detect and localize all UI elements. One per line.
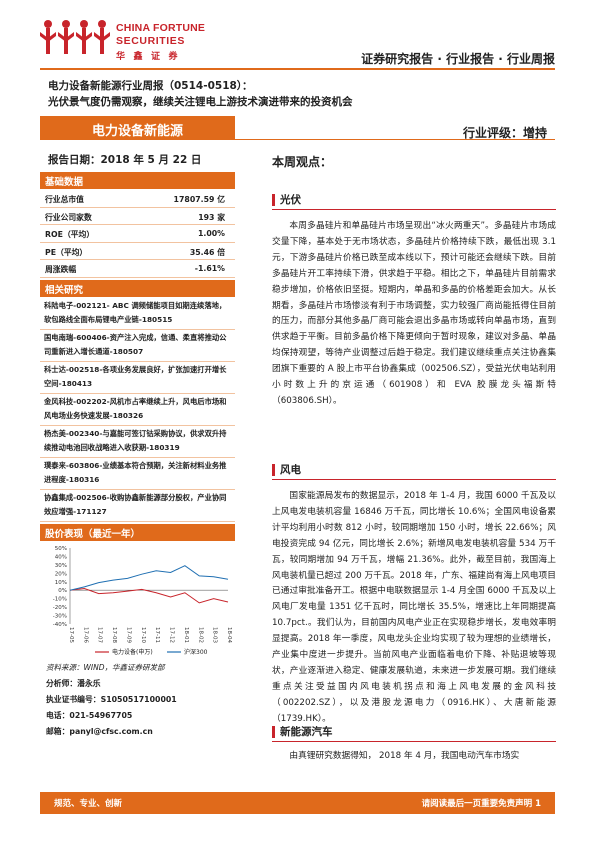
section-title: 新能源汽车 [280,726,333,738]
x-tick-label: 17-09 [125,627,131,643]
section-marker-icon [272,464,275,476]
table-row: 周涨跌幅 -1.61% [40,260,235,278]
row-label: 行业总市值 [45,195,84,204]
analyst-name: 分析师：潘永乐 [46,679,101,688]
x-tick-label: 17-07 [97,627,103,643]
legend-label-0: 电力设备(申万) [112,648,153,656]
y-tick-label: 40% [55,554,67,560]
weekly-view-title: 本周观点： [272,155,333,169]
logo-text-en-1: CHINA FORTUNE [116,22,206,34]
basic-data-table: 行业总市值 17807.59 亿 行业公司家数 193 家 ROE（平均） 1.… [40,190,235,278]
legend-label-1: 沪深300 [184,648,208,656]
related-research-list: 科陆电子-002121- ABC 调频储能项目如期连续落地，软包路线全面布局锂电… [40,298,235,522]
analyst-cert: 执业证书编号：S1050517100001 [46,695,177,704]
analyst-phone: 电话：021-54967705 [46,711,133,720]
series-line-0 [69,588,229,604]
x-tick-label: 18-03 [212,627,218,643]
logo-text-en-2: SECURITIES [116,35,186,47]
y-tick-label: 10% [55,580,67,586]
section-body-pv: 本周多晶硅片和单晶硅片市场呈现出“冰火两重天”。多晶硅片市场成交量下降，基本处于… [272,221,556,406]
y-tick-label: 50% [55,546,67,552]
list-item[interactable]: 璞泰来-603806-业绩基本符合预期，关注新材料业务推进程度-180316 [40,458,235,490]
sector-divider [235,139,555,140]
section-title: 风电 [280,464,301,476]
section-head-nev: 新能源汽车 [272,722,556,742]
y-tick-label: -10% [53,597,67,603]
report-subtitle: 光伏景气度仍需观察，继续关注锂电上游技术演进带来的投资机会 [48,96,353,108]
logo-figures-icon [40,20,110,54]
section-head-pv: 光伏 [272,190,556,210]
x-tick-label: 18-01 [183,627,189,643]
row-label: 周涨跌幅 [45,265,77,274]
section-body-nev: 由真锂研究数据得知， 2018 年 4 月，我国电动汽车市场实 [289,751,520,761]
row-value: -1.61% [194,264,225,273]
table-row: 行业总市值 17807.59 亿 [40,190,235,208]
list-item[interactable]: 金风科技-002202-风机市占率继续上升，风电后市场和风电场业务快速发展-18… [40,394,235,426]
section-title: 光伏 [280,194,301,206]
row-value: 193 家 [198,212,225,222]
sector-label: 电力设备新能源 [91,124,183,139]
list-item[interactable]: 国电南瑞-600406-资产注入完成，信通、柔直将推动公司重新进入增长通道-18… [40,330,235,362]
basic-data-heading-label: 基础数据 [45,177,84,188]
list-item[interactable]: 杨杰美-002340-与嘉能可签订钴采购协议，供求双升持续推动电池回收战略进入收… [40,426,235,458]
row-value: 17807.59 亿 [173,195,225,204]
table-row: 行业公司家数 193 家 [40,208,235,225]
x-tick-label: 17-10 [140,627,146,643]
section-marker-icon [272,194,275,206]
row-label: 行业公司家数 [45,212,92,222]
series-line-1 [69,565,229,591]
y-tick-label: -30% [53,614,67,620]
x-tick-label: 17-08 [111,627,117,643]
report-date: 报告日期：2018 年 5 月 22 日 [48,154,202,166]
footer-disclaimer: 请阅读最后一页重要免责声明 1 [421,799,541,809]
row-value: 35.46 倍 [189,247,225,257]
y-tick-label: 20% [55,571,67,577]
list-item[interactable]: 协鑫集成-002506-收购协鑫新能源部分股权，产业协同效应增强-171127 [40,490,235,522]
header-divider [40,68,555,70]
chart-heading: 股价表现（最近一年） [40,524,235,541]
table-row: PE（平均） 35.46 倍 [40,243,235,260]
y-tick-label: 0% [58,588,67,594]
page-footer: 规范、专业、创新 请阅读最后一页重要免责声明 1 [40,792,555,814]
x-tick-label: 17-06 [82,627,88,643]
row-label: ROE（平均） [45,230,95,239]
related-research-heading: 相关研究 [40,280,235,297]
list-item[interactable]: 科陆电子-002121- ABC 调频储能项目如期连续落地，软包路线全面布局锂电… [40,298,235,330]
chart-svg: 50% 40% 30% 20% 10% 0% -10% -20% -30% -40%17-05 17… [53,546,232,656]
list-item[interactable]: 科士达-002518-各项业务发展良好，扩张加速打开增长空间-180413 [40,362,235,394]
related-research-heading-label: 相关研究 [45,285,84,296]
source-note: 资料来源：WIND，华鑫证券研发部 [46,663,165,672]
row-label: PE（平均） [45,247,88,257]
analyst-email[interactable]: 邮箱：panyl@cfsc.com.cn [46,727,153,736]
company-logo: CHINA FORTUNE SECURITIES 华 鑫 证 券 [40,16,205,64]
table-row: ROE（平均） 1.00% [40,225,235,243]
x-tick-label: 17-12 [169,627,175,643]
basic-data-heading: 基础数据 [40,172,235,189]
section-marker-icon [272,726,275,738]
report-title: 电力设备新能源行业周报（0514-0518）： [48,80,253,92]
chart-heading-label: 股价表现（最近一年） [45,529,141,540]
y-tick-label: -40% [53,622,67,628]
x-tick-label: 18-02 [197,627,203,643]
report-type-header: 证券研究报告 · 行业报告 · 行业周报 [361,52,555,66]
industry-rating: 行业评级：增持 [462,126,547,140]
section-head-wind: 风电 [272,460,556,480]
stock-performance-chart: 50% 40% 30% 20% 10% 0% -10% -20% -30% -40% 17-05 17… [40,542,235,660]
section-body-wind: 国家能源局发布的数据显示，2018 年 1-4 月，我国 6000 千瓦及以上风… [272,491,556,724]
y-tick-label: 30% [55,563,67,569]
x-tick-label: 17-11 [154,627,160,643]
row-value: 1.00% [197,229,225,238]
y-tick-label: -20% [53,605,67,611]
x-tick-label: 18-04 [226,627,232,643]
logo-text-cn: 华 鑫 证 券 [116,51,181,61]
sector-banner: 电力设备新能源 [40,116,235,140]
footer-motto: 规范、专业、创新 [54,799,123,809]
x-tick-label: 17-05 [68,627,74,643]
